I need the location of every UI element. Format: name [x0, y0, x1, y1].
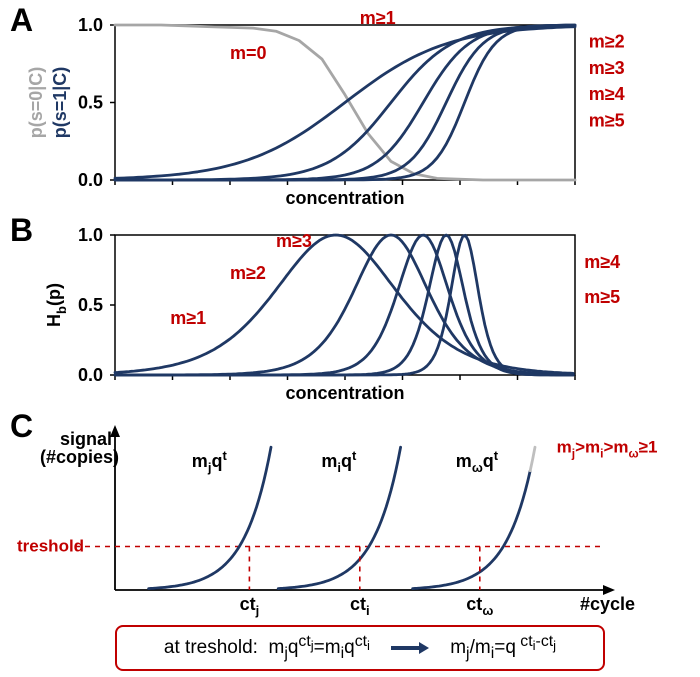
svg-text:1.0: 1.0 [78, 15, 103, 35]
svg-text:1.0: 1.0 [78, 225, 103, 245]
svg-text:0.0: 0.0 [78, 365, 103, 385]
svg-text:m≥4: m≥4 [584, 252, 620, 272]
boxed-formula: at treshold: mjqctj=miqcti mj/mi=q cti-c… [115, 625, 605, 671]
svg-text:cti: cti [350, 594, 370, 618]
svg-text:#cycle: #cycle [580, 594, 635, 614]
svg-text:m≥1: m≥1 [360, 8, 396, 28]
svg-text:(#copies): (#copies) [40, 447, 119, 467]
svg-text:0.5: 0.5 [78, 295, 103, 315]
svg-text:m≥1: m≥1 [170, 308, 206, 328]
svg-text:m≥2: m≥2 [589, 31, 625, 51]
panel-a: 0.00.51.0concentrationp(s=0|C)p(s=1|C)m=… [0, 0, 700, 210]
panel-c: signal(#copies) #cycle treshold mjqt ctj miqt… [0, 400, 700, 630]
svg-text:signal: signal [60, 429, 112, 449]
svg-text:m=0: m=0 [230, 43, 267, 63]
svg-text:ctj: ctj [240, 594, 260, 618]
boxed-text: at treshold: mjqctj=miqcti mj/mi=q cti-c… [164, 637, 556, 658]
panel-b: 0.00.51.0concentrationHb(p)m≥1m≥2m≥3m≥4m… [0, 205, 700, 405]
svg-text:m≥3: m≥3 [589, 58, 625, 78]
svg-text:treshold: treshold [17, 537, 84, 556]
svg-text:mωqt: mωqt [456, 448, 499, 475]
svg-text:miqt: miqt [321, 448, 357, 475]
svg-text:0.5: 0.5 [78, 93, 103, 113]
svg-text:m≥5: m≥5 [589, 110, 625, 130]
svg-text:mjqt: mjqt [192, 448, 228, 475]
svg-text:0.0: 0.0 [78, 170, 103, 190]
arrow-icon [391, 641, 429, 655]
svg-text:Hb(p): Hb(p) [44, 283, 69, 327]
svg-text:m≥2: m≥2 [230, 263, 266, 283]
svg-text:p(s=1|C): p(s=1|C) [50, 67, 70, 139]
svg-text:mj>mi>mω≥1: mj>mi>mω≥1 [557, 437, 658, 460]
svg-text:ctω: ctω [466, 594, 493, 618]
svg-text:m≥4: m≥4 [589, 84, 625, 104]
svg-text:m≥3: m≥3 [276, 231, 312, 251]
svg-text:p(s=0|C): p(s=0|C) [26, 67, 46, 139]
svg-text:m≥5: m≥5 [584, 287, 620, 307]
